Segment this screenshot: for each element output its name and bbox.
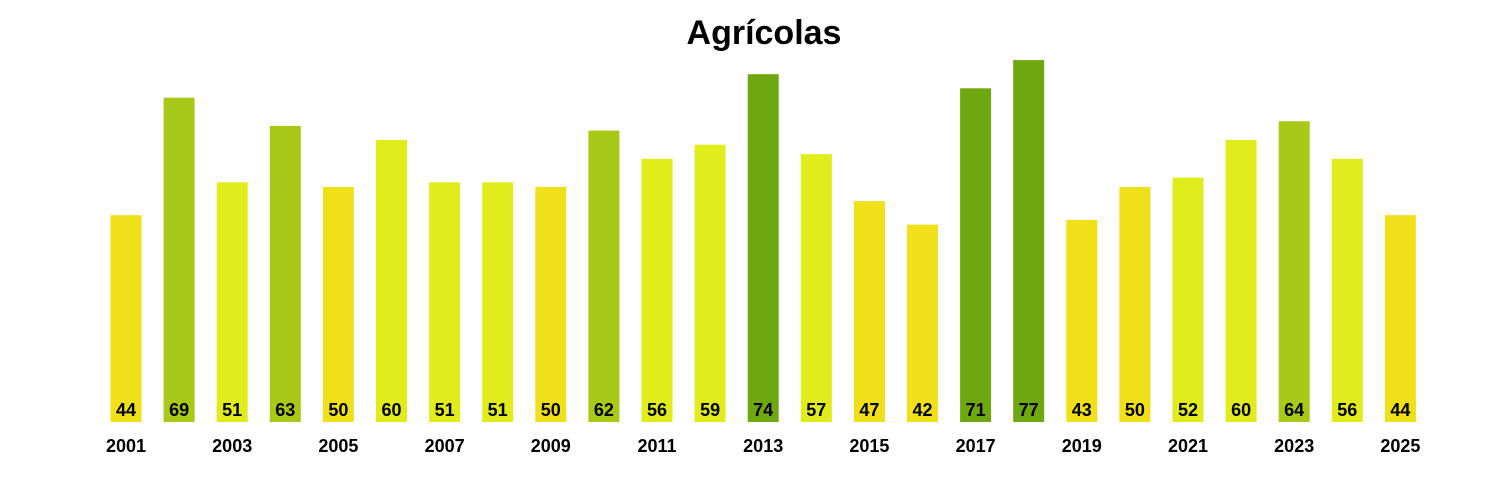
value-label-2001: 44 [116,400,136,420]
value-label-2003: 51 [222,400,242,420]
value-label-2016: 42 [912,400,932,420]
value-label-2010: 62 [594,400,614,420]
value-label-2024: 56 [1337,400,1357,420]
bar-2010 [588,130,620,422]
value-label-2018: 77 [1019,400,1039,420]
bar-2004 [269,125,301,423]
value-label-2009: 50 [541,400,561,420]
value-label-2002: 69 [169,400,189,420]
x-tick-label-2021: 2021 [1168,436,1208,456]
bar-2019 [1066,219,1098,422]
value-label-2020: 50 [1125,400,1145,420]
bar-2016 [907,224,938,422]
value-label-2021: 52 [1178,400,1198,420]
bar-2018 [1013,60,1045,422]
value-label-2013: 74 [753,400,773,420]
bar-2025 [1384,215,1416,422]
bar-2022 [1225,140,1257,422]
bar-2020 [1119,187,1151,422]
bar-2003 [216,182,248,422]
value-label-2008: 51 [488,400,508,420]
value-label-2007: 51 [435,400,455,420]
x-tick-label-2013: 2013 [743,436,783,456]
value-label-2011: 56 [647,400,667,420]
x-tick-label-2003: 2003 [212,436,252,456]
bar-2015 [853,201,885,422]
value-labels-layer: 44 69 51 63 50 60 51 51 50 62 56 59 74 57 47 42 71 77 43 50… [116,400,1410,420]
value-label-2014: 57 [806,400,826,420]
bar-2012 [694,144,726,422]
bar-2006 [376,140,407,422]
bar-2017 [960,88,992,423]
bar-2014 [800,154,832,422]
x-tick-label-2005: 2005 [318,436,358,456]
bar-2005 [322,187,354,422]
x-tick-label-2023: 2023 [1274,436,1314,456]
value-label-2004: 63 [275,400,295,420]
value-label-2017: 71 [966,400,986,420]
bar-2002 [163,97,195,422]
value-label-2023: 64 [1284,400,1304,420]
x-axis-tick-labels: 2001 2003 2005 2007 2009 2011 2013 2015 2017 2019… [106,436,1420,456]
bar-2013 [747,74,779,422]
x-tick-label-2011: 2011 [637,436,676,456]
bar-2009 [535,187,567,422]
bar-2011 [641,158,673,423]
x-tick-label-2025: 2025 [1380,436,1420,456]
value-label-2005: 50 [328,400,348,420]
value-label-2006: 60 [381,400,401,420]
value-label-2012: 59 [700,400,720,420]
value-label-2019: 43 [1072,400,1092,420]
value-label-2015: 47 [859,400,879,420]
bar-2007 [429,182,461,422]
bar-2023 [1278,121,1310,422]
x-tick-label-2019: 2019 [1062,436,1102,456]
x-tick-label-2007: 2007 [425,436,465,456]
chart-title: Agrícolas [687,14,842,52]
bar-2021 [1172,177,1204,422]
value-label-2022: 60 [1231,400,1251,420]
x-tick-label-2009: 2009 [531,436,571,456]
x-tick-label-2001: 2001 [106,436,146,456]
bars-layer [110,60,1416,423]
x-tick-label-2015: 2015 [849,436,889,456]
value-label-2025: 44 [1390,400,1410,420]
x-tick-label-2017: 2017 [956,436,996,456]
bar-2008 [482,182,514,422]
bar-2024 [1331,158,1363,423]
bar-2001 [110,215,142,422]
